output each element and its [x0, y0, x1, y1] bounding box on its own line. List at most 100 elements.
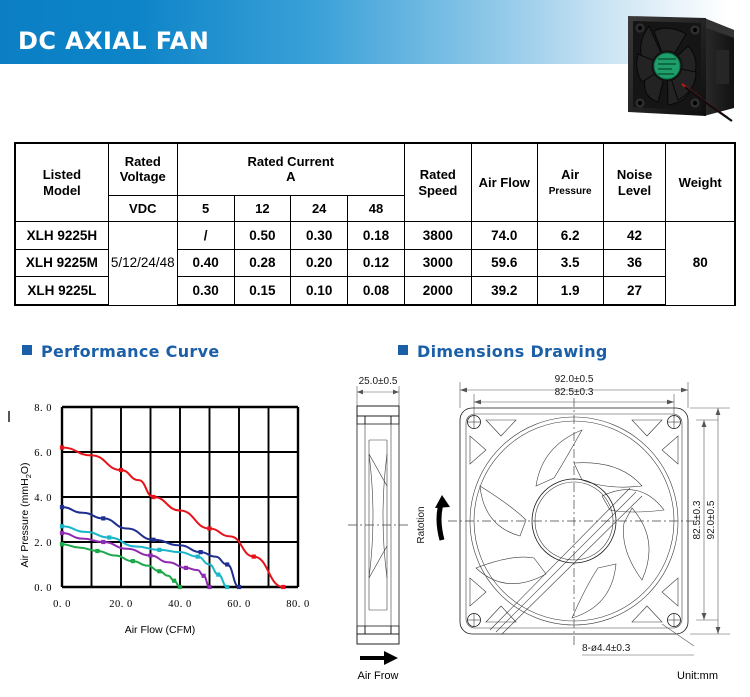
header-rated-current-line2: A — [286, 169, 296, 185]
header-banner — [0, 0, 750, 64]
cell-current12-2: 0.15 — [233, 276, 292, 307]
dim-height-inner: 82.5±0.3 — [692, 500, 703, 539]
chart-x-axis-title: Air Flow (CFM) — [125, 624, 196, 636]
unit-current-5-label: 5 — [202, 200, 210, 216]
header-noise-level-line1: Noise — [616, 167, 653, 183]
cell-weight: 80 — [665, 221, 737, 306]
cell-current48-0: 0.18 — [347, 221, 405, 250]
cell-current12-1: 0.28 — [233, 248, 292, 278]
section-header-performance-curve-label: Performance Curve — [41, 342, 220, 361]
unit-current-24: 24 — [290, 194, 349, 223]
table-row: XLH 9225L 0.30 0.15 0.10 0.08 2000 39.2 … — [13, 276, 735, 307]
cell-noise-1: 36 — [602, 248, 667, 278]
chart-ytick-0: 0. 0 — [34, 583, 52, 594]
spec-table-container: Listed Model Rated Voltage Rated Current… — [13, 141, 737, 307]
header-air-flow-label: Air Flow — [478, 174, 530, 190]
unit-current-5: 5 — [176, 194, 235, 223]
cell-model-1: XLH 9225M — [13, 248, 109, 278]
header-rated-current-line1: Rated Current — [247, 154, 335, 170]
cell-noise-0: 42 — [602, 221, 667, 250]
header-rated-current: Rated Current A — [176, 141, 405, 196]
header-rated-voltage: Rated Voltage — [107, 141, 178, 196]
square-bullet-icon — [22, 345, 32, 355]
cell-current12-0: 0.50 — [233, 221, 292, 250]
chart-tick-labels: 0. 0 20. 0 40. 0 60. 0 80. 0 0. 0 2. 0 4. 0 6. 0… — [34, 403, 310, 610]
section-header-dimensions-drawing-label: Dimensions Drawing — [417, 342, 608, 361]
cell-airflow-2: 39.2 — [470, 276, 538, 307]
cell-speed-1: 3000 — [403, 248, 472, 278]
chart-ytick-3: 6. 0 — [34, 448, 52, 459]
fan-wires — [681, 83, 733, 122]
cell-current5-1: 0.40 — [176, 248, 235, 278]
cell-airpressure-1: 3.5 — [536, 248, 604, 278]
header-air-pressure: Air Pressure — [536, 142, 604, 223]
dim-side-thickness: 25.0±0.5 — [359, 376, 398, 387]
cell-current24-1: 0.20 — [290, 248, 349, 278]
chart-y-axis-title: Air Pressure (mmH2O) — [19, 462, 33, 567]
dim-width-outer: 92.0±0.5 — [555, 374, 594, 385]
header-air-pressure-line1: Air — [561, 167, 580, 183]
airflow-label: Air Frow — [358, 670, 399, 682]
curve-blue — [59, 505, 242, 590]
dimensions-drawing: 25.0±0.5 — [320, 368, 750, 688]
fan-side-body — [704, 18, 734, 116]
header-weight-label: Weight — [678, 174, 722, 190]
header-noise-level: Noise Level — [602, 142, 667, 223]
cell-airpressure-0: 6.2 — [536, 221, 604, 250]
rotation-indicator: Ratotion — [416, 495, 450, 544]
chart-ytick-4: 8. 0 — [34, 403, 52, 414]
header-air-pressure-line2: Pressure — [548, 186, 592, 198]
chart-xtick-4: 80. 0 — [286, 599, 310, 610]
curve-green — [59, 542, 183, 590]
rotation-label: Ratotion — [416, 506, 427, 543]
header-rated-speed-line1: Rated — [419, 167, 456, 183]
header-listed-model-line2: Model — [43, 182, 81, 198]
header-rated-voltage-line2: Voltage — [119, 169, 166, 185]
unit-current-12-label: 12 — [255, 200, 270, 216]
cell-speed-2: 2000 — [403, 276, 472, 307]
fan-hub-label — [651, 50, 683, 82]
chart-ytick-2: 4. 0 — [34, 493, 52, 504]
product-photo — [616, 4, 746, 122]
header-rated-voltage-line1: Rated — [124, 154, 161, 170]
chart-xtick-2: 40. 0 — [168, 599, 192, 610]
cell-airflow-0: 74.0 — [470, 221, 538, 250]
chart-xtick-3: 60. 0 — [227, 599, 251, 610]
chart-ytick-1: 2. 0 — [34, 538, 52, 549]
fan-mounting-holes — [635, 23, 700, 108]
scan-artifact-mark — [8, 411, 10, 422]
unit-vdc: VDC — [107, 194, 178, 223]
chart-xtick-0: 0. 0 — [53, 599, 71, 610]
front-view-drawing: 92.0±0.5 82.5±0.3 82.5±0.3 92.0±0.5 — [448, 374, 730, 656]
section-header-dimensions-drawing: Dimensions Drawing — [398, 342, 608, 361]
curve-purple — [59, 530, 212, 590]
header-rated-speed: Rated Speed — [403, 142, 472, 223]
cell-rated-voltage: 5/12/24/48 — [107, 221, 178, 306]
cell-speed-0: 3800 — [403, 221, 472, 250]
cell-current48-1: 0.12 — [347, 248, 405, 278]
chart-xtick-1: 20. 0 — [109, 599, 133, 610]
cell-current48-2: 0.08 — [347, 276, 405, 307]
unit-current-48: 48 — [347, 194, 405, 223]
unit-note: Unit:mm — [677, 670, 718, 682]
side-view-drawing: 25.0±0.5 — [348, 376, 410, 682]
header-rated-speed-line2: Speed — [418, 182, 458, 198]
dim-width-inner: 82.5±0.3 — [555, 387, 594, 398]
table-row: XLH 9225M 0.40 0.28 0.20 0.12 3000 59.6 … — [13, 248, 735, 278]
unit-current-24-label: 24 — [311, 200, 327, 216]
cell-current24-2: 0.10 — [290, 276, 349, 307]
header-noise-level-line2: Level — [617, 182, 652, 198]
cell-rated-voltage-text: 5/12/24/48 — [110, 255, 175, 271]
curve-red — [59, 445, 286, 590]
mounting-holes — [467, 415, 681, 627]
section-header-performance-curve: Performance Curve — [22, 342, 219, 361]
spec-table: Listed Model Rated Voltage Rated Current… — [13, 141, 737, 307]
table-row: XLH 9225H 5/12/24/48 / 0.50 0.30 0.18 38… — [13, 221, 737, 306]
performance-chart: 0. 0 20. 0 40. 0 60. 0 80. 0 0. 0 2. 0 4. 0 6. 0… — [0, 385, 320, 655]
cell-current5-0: / — [176, 221, 235, 250]
dim-height-outer: 92.0±0.5 — [706, 500, 717, 539]
table-header-row-1: Listed Model Rated Voltage Rated Current… — [13, 141, 737, 223]
cell-airflow-1: 59.6 — [470, 248, 538, 278]
cell-model-2: XLH 9225L — [13, 276, 109, 307]
header-listed-model-line1: Listed — [42, 167, 82, 183]
